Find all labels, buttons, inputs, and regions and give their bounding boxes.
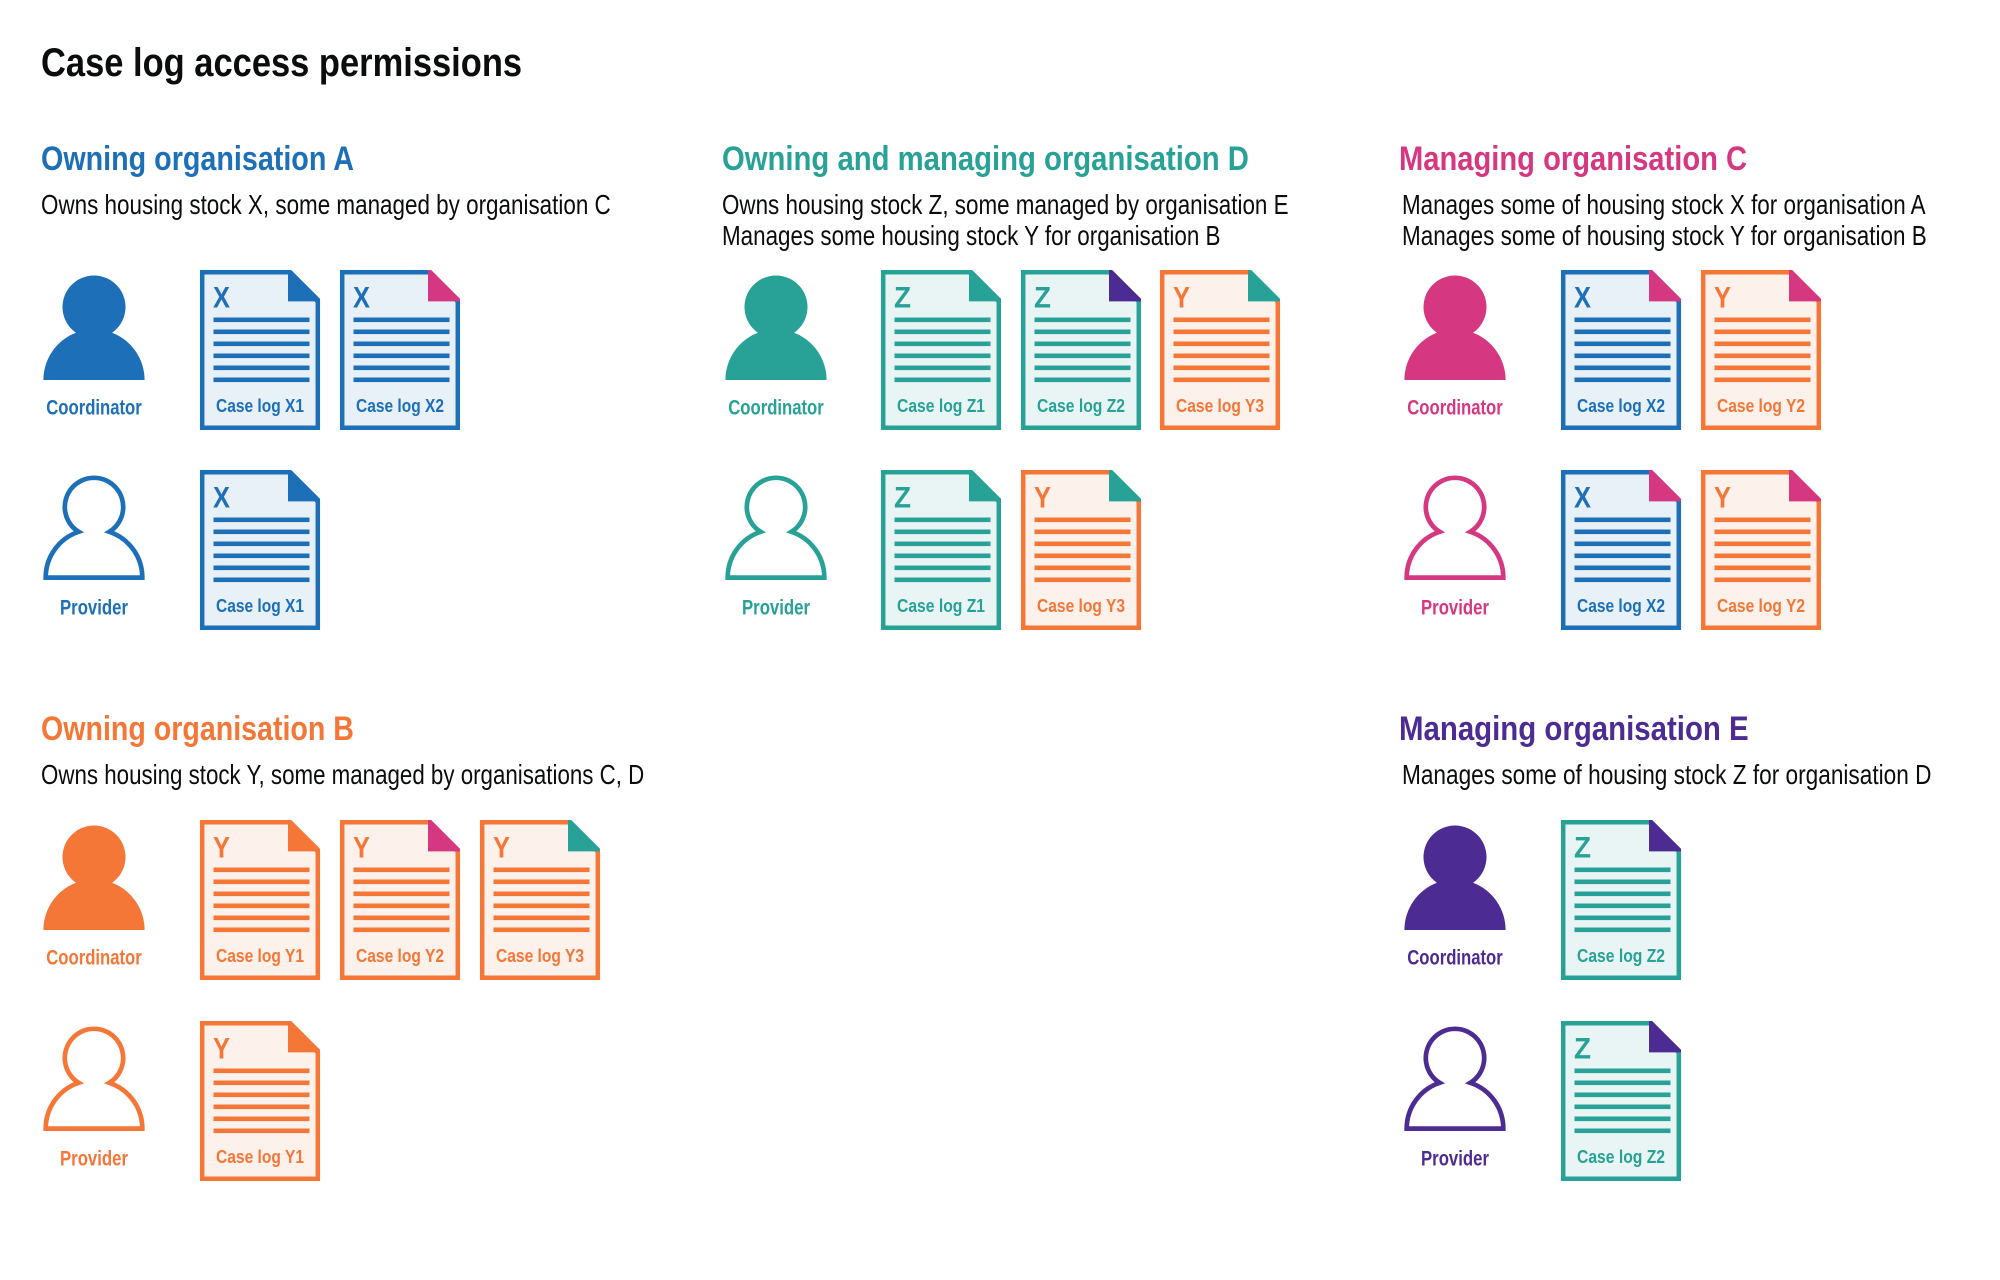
svg-text:Provider: Provider (742, 596, 810, 620)
svg-text:Z: Z (894, 282, 911, 315)
svg-text:Case log X1: Case log X1 (216, 395, 304, 416)
svg-text:Case log Y1: Case log Y1 (216, 1146, 304, 1167)
svg-text:Case log X2: Case log X2 (1577, 596, 1665, 617)
svg-text:Y: Y (1173, 282, 1190, 315)
svg-text:Y: Y (213, 1033, 230, 1066)
svg-text:Case log Y3: Case log Y3 (1176, 395, 1264, 416)
svg-text:Provider: Provider (60, 596, 128, 620)
svg-text:Coordinator: Coordinator (1407, 396, 1503, 420)
svg-text:Case log Z2: Case log Z2 (1037, 395, 1125, 416)
svg-text:Case log X1: Case log X1 (216, 596, 304, 617)
svg-text:Y: Y (353, 831, 370, 864)
svg-text:Coordinator: Coordinator (46, 396, 142, 420)
svg-text:Provider: Provider (1421, 596, 1489, 620)
svg-text:Z: Z (1574, 1033, 1591, 1066)
svg-text:Z: Z (1574, 831, 1591, 864)
svg-text:Case log Z2: Case log Z2 (1577, 1146, 1665, 1167)
svg-text:X: X (1574, 482, 1591, 515)
svg-text:Case log Y1: Case log Y1 (216, 945, 304, 966)
svg-text:Case log Z1: Case log Z1 (897, 596, 985, 617)
svg-text:Case log Z2: Case log Z2 (1577, 945, 1665, 966)
svg-text:Case log Y3: Case log Y3 (1037, 596, 1125, 617)
svg-text:Provider: Provider (60, 1147, 128, 1171)
svg-text:Y: Y (1714, 282, 1731, 315)
svg-text:Coordinator: Coordinator (728, 396, 824, 420)
svg-text:Y: Y (493, 831, 510, 864)
svg-text:Case log X2: Case log X2 (1577, 395, 1665, 416)
svg-text:Z: Z (894, 482, 911, 515)
svg-text:Coordinator: Coordinator (1407, 945, 1503, 969)
svg-text:Coordinator: Coordinator (46, 945, 142, 969)
svg-text:Provider: Provider (1421, 1147, 1489, 1171)
svg-text:Y: Y (1034, 482, 1051, 515)
svg-text:X: X (213, 282, 230, 315)
svg-text:Case log Z1: Case log Z1 (897, 395, 985, 416)
svg-text:Y: Y (213, 831, 230, 864)
svg-text:Case log Y2: Case log Y2 (1717, 596, 1805, 617)
svg-text:X: X (353, 282, 370, 315)
svg-text:Z: Z (1034, 282, 1051, 315)
svg-text:X: X (1574, 282, 1591, 315)
svg-text:Case log Y3: Case log Y3 (496, 945, 584, 966)
svg-text:Case log Y2: Case log Y2 (356, 945, 444, 966)
svg-text:Case log Y2: Case log Y2 (1717, 395, 1805, 416)
svg-text:Y: Y (1714, 482, 1731, 515)
svg-text:X: X (213, 482, 230, 515)
svg-text:Case log X2: Case log X2 (356, 395, 444, 416)
